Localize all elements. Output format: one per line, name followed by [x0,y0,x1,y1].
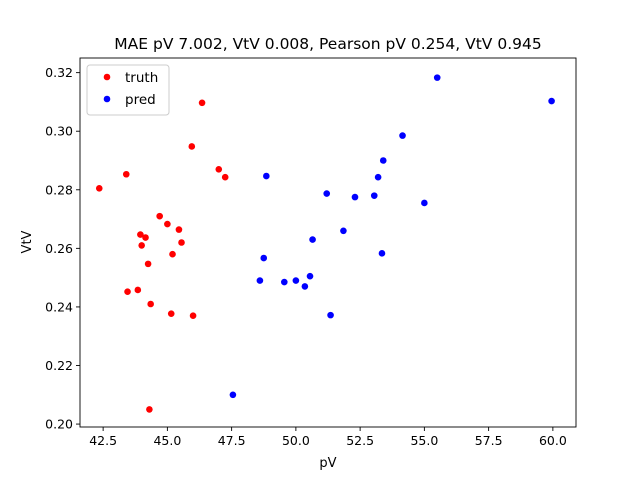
x-tick-label: 50.0 [282,433,310,448]
point-pred-18 [421,199,428,207]
y-tick-label: 0.26 [45,241,73,256]
point-truth-3 [134,286,142,294]
point-pred-0 [229,391,237,399]
point-pred-7 [306,272,314,280]
point-pred-1 [256,277,264,284]
axis-ticks: 42.5 45.0 47.5 50.0 52.5 55.0 57.5 60.0 0.20 0.22… [45,65,567,448]
point-pred-17 [399,132,406,139]
point-pred-5 [292,277,300,284]
series-pred [229,74,555,399]
point-truth-14 [175,226,183,233]
series-truth [95,99,229,413]
x-tick-label: 57.5 [475,433,503,448]
y-tick-label: 0.32 [45,65,73,80]
point-truth-10 [156,212,163,220]
point-truth-9 [147,300,154,308]
point-pred-13 [370,192,378,199]
point-pred-6 [301,283,309,290]
point-truth-6 [142,234,149,241]
x-tick-label: 42.5 [89,433,117,448]
y-tick-label: 0.20 [45,417,73,432]
y-axis-label: VtV [20,230,35,253]
point-pred-3 [263,172,270,180]
plot-area [79,57,577,428]
x-tick-label: 45.0 [153,433,181,448]
point-truth-12 [167,310,175,317]
legend-label-pred: pred [125,92,156,108]
point-truth-7 [144,260,152,268]
point-pred-8 [309,236,316,243]
point-truth-0 [95,185,103,192]
point-pred-9 [323,190,331,197]
x-tick-label: 60.0 [539,433,567,448]
point-truth-15 [178,239,185,246]
legend: truth pred [86,64,170,116]
point-pred-16 [379,157,387,164]
point-truth-19 [215,165,223,173]
legend-marker-truth [103,73,111,81]
y-tick-label: 0.22 [45,358,73,373]
point-truth-5 [138,242,145,249]
chart-title: MAE pV 7.002, VtV 0.008, Pearson pV 0.25… [114,35,541,53]
legend-marker-pred [103,95,111,103]
x-tick-label: 55.0 [410,433,438,448]
point-truth-4 [137,231,144,238]
point-pred-2 [260,254,268,262]
legend-label-truth: truth [125,70,158,86]
x-tick-label: 52.5 [346,433,374,448]
y-tick-label: 0.28 [45,182,73,197]
point-pred-19 [433,74,441,81]
y-tick-label: 0.24 [45,299,73,314]
point-truth-1 [122,170,130,178]
point-pred-12 [351,193,359,201]
point-truth-11 [164,220,171,228]
point-truth-20 [221,173,229,181]
point-pred-14 [374,173,382,181]
point-pred-15 [378,250,386,257]
point-truth-2 [124,288,131,296]
point-pred-4 [281,278,288,286]
axes-frame [79,57,577,428]
point-pred-10 [327,311,334,319]
point-truth-13 [169,250,176,258]
point-pred-11 [340,227,347,235]
point-truth-16 [188,143,196,150]
x-tick-label: 47.5 [218,433,246,448]
point-truth-8 [146,406,153,413]
point-truth-18 [198,99,206,107]
x-axis-label: pV [319,456,336,471]
y-tick-label: 0.30 [45,124,73,139]
point-pred-20 [548,97,555,105]
point-truth-17 [189,312,197,320]
